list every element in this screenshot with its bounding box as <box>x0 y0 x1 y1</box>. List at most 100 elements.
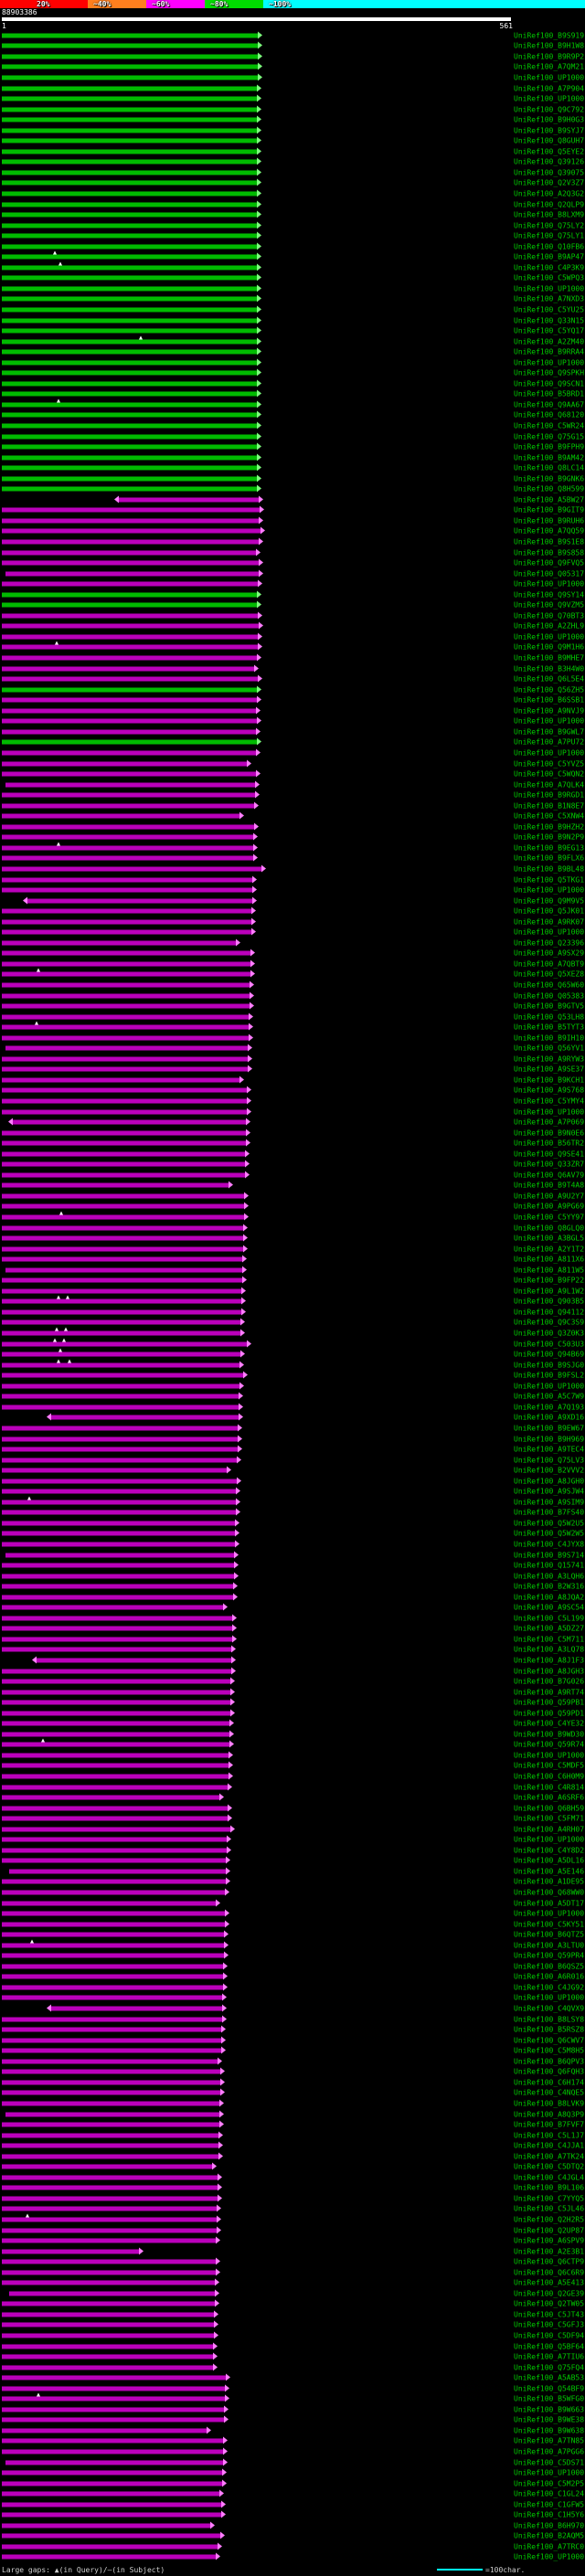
alignment-hit-bar[interactable] <box>2 2278 219 2286</box>
alignment-hit-bar[interactable] <box>2 579 262 588</box>
alignment-hit-bar[interactable] <box>2 463 261 472</box>
alignment-hit-bar[interactable] <box>2 1561 239 1569</box>
alignment-hit-bar[interactable] <box>114 495 263 504</box>
alignment-hit-bar[interactable] <box>2 1338 251 1348</box>
alignment-hit-bar[interactable] <box>2 2268 220 2276</box>
alignment-hit-bar[interactable] <box>2 474 261 482</box>
alignment-hit-bar[interactable] <box>2 1403 243 1411</box>
alignment-hit-bar[interactable] <box>47 2004 227 2012</box>
alignment-hit-bar[interactable] <box>2 1508 240 1516</box>
alignment-hit-bar[interactable] <box>2 84 261 91</box>
alignment-hit-bar[interactable] <box>2 261 261 271</box>
alignment-hit-bar[interactable] <box>2 2088 225 2096</box>
alignment-hit-bar[interactable] <box>2 1435 242 1442</box>
alignment-hit-bar[interactable] <box>2 1108 251 1116</box>
alignment-hit-bar[interactable] <box>2 917 256 926</box>
alignment-hit-bar[interactable] <box>2 389 261 398</box>
alignment-hit-bar[interactable] <box>2 316 261 324</box>
alignment-hit-bar[interactable] <box>5 1044 252 1052</box>
alignment-hit-bar[interactable] <box>2 1255 247 1263</box>
alignment-hit-bar[interactable] <box>2 1487 240 1495</box>
alignment-hit-bar[interactable] <box>2 885 257 894</box>
alignment-hit-bar[interactable] <box>2 2078 225 2086</box>
alignment-hit-bar[interactable] <box>2 737 261 746</box>
alignment-hit-bar[interactable] <box>2 1086 251 1094</box>
alignment-hit-bar[interactable] <box>2 1614 237 1622</box>
alignment-hit-bar[interactable] <box>2 1224 248 1232</box>
alignment-hit-bar[interactable] <box>2 210 261 218</box>
alignment-hit-bar[interactable] <box>2 105 261 113</box>
alignment-hit-bar[interactable] <box>2 1371 248 1379</box>
alignment-hit-bar[interactable] <box>2 590 261 599</box>
alignment-hit-bar[interactable] <box>2 1677 235 1685</box>
alignment-hit-bar[interactable] <box>2 716 261 725</box>
alignment-hit-bar[interactable] <box>2 157 261 165</box>
alignment-hit-bar[interactable] <box>2 1021 253 1031</box>
alignment-hit-bar[interactable] <box>9 1867 230 1875</box>
alignment-hit-bar[interactable] <box>2 1529 239 1537</box>
alignment-hit-bar[interactable] <box>2 2320 218 2328</box>
alignment-hit-bar[interactable] <box>2 1593 238 1601</box>
alignment-hit-bar[interactable] <box>2 1877 230 1885</box>
alignment-hit-bar[interactable] <box>2 1939 229 1949</box>
alignment-hit-bar[interactable] <box>5 2458 228 2466</box>
alignment-hit-bar[interactable] <box>2 231 261 239</box>
alignment-hit-bar[interactable] <box>2 621 263 630</box>
alignment-hit-bar[interactable] <box>2 2194 222 2202</box>
alignment-hit-bar[interactable] <box>2 1688 235 1696</box>
alignment-hit-bar[interactable] <box>5 1551 239 1559</box>
alignment-hit-bar[interactable] <box>2 1951 229 1959</box>
alignment-hit-bar[interactable] <box>2 1308 246 1316</box>
alignment-hit-bar[interactable] <box>2 2183 222 2191</box>
alignment-hit-bar[interactable] <box>2 305 261 313</box>
alignment-hit-bar[interactable] <box>2 284 261 292</box>
alignment-hit-bar[interactable] <box>2 991 254 1000</box>
alignment-hit-bar[interactable] <box>5 2110 224 2117</box>
alignment-hit-bar[interactable] <box>2 168 261 176</box>
alignment-hit-bar[interactable] <box>2 769 261 778</box>
alignment-hit-bar[interactable] <box>5 569 263 578</box>
alignment-hit-bar[interactable] <box>2 2173 222 2181</box>
alignment-hit-bar[interactable] <box>2 548 261 557</box>
alignment-hit-bar[interactable] <box>2 2152 223 2160</box>
alignment-hit-bar[interactable] <box>2 1276 247 1284</box>
alignment-hit-bar[interactable] <box>2 1181 233 1189</box>
alignment-hit-bar[interactable] <box>2 453 261 461</box>
alignment-hit-bar[interactable] <box>2 2099 224 2107</box>
alignment-hit-bar[interactable] <box>2 326 261 334</box>
alignment-hit-bar[interactable] <box>2 2373 230 2381</box>
alignment-hit-bar[interactable] <box>2 1698 235 1706</box>
alignment-hit-bar[interactable] <box>2 1856 230 1864</box>
alignment-hit-bar[interactable] <box>2 2057 222 2065</box>
alignment-hit-bar[interactable] <box>2 832 258 841</box>
alignment-hit-bar[interactable] <box>2 1972 228 1980</box>
alignment-hit-bar[interactable] <box>2 1348 245 1358</box>
alignment-hit-bar[interactable] <box>2 822 259 831</box>
alignment-hit-bar[interactable] <box>2 906 256 915</box>
alignment-hit-bar[interactable] <box>2 1245 248 1253</box>
alignment-hit-bar[interactable] <box>2 189 261 197</box>
alignment-hit-bar[interactable] <box>2 959 255 968</box>
alignment-hit-bar[interactable] <box>2 1983 228 1991</box>
alignment-hit-bar[interactable] <box>2 1540 239 1548</box>
alignment-hit-bar[interactable] <box>2 379 261 387</box>
alignment-hit-bar[interactable] <box>2 2015 227 2023</box>
alignment-hit-bar[interactable] <box>2 136 261 144</box>
alignment-hit-bar[interactable] <box>2 981 254 989</box>
alignment-hit-bar[interactable] <box>2 2236 220 2244</box>
alignment-hit-bar[interactable] <box>2 1129 250 1137</box>
alignment-hit-bar[interactable] <box>2 748 261 757</box>
alignment-hit-bar[interactable] <box>2 1327 245 1337</box>
alignment-hit-bar[interactable] <box>2 2025 226 2033</box>
alignment-hit-bar[interactable] <box>2 1772 233 1780</box>
alignment-hit-bar[interactable] <box>2 52 262 60</box>
alignment-hit-bar[interactable] <box>2 178 261 186</box>
alignment-hit-bar[interactable] <box>2 1730 234 1738</box>
alignment-hit-bar[interactable] <box>2 1709 235 1717</box>
alignment-hit-bar[interactable] <box>2 250 261 260</box>
alignment-hit-bar[interactable] <box>2 949 255 957</box>
alignment-hit-bar[interactable] <box>2 1814 232 1822</box>
alignment-hit-bar[interactable] <box>2 2120 224 2128</box>
alignment-hit-bar[interactable] <box>2 2479 227 2487</box>
alignment-hit-bar[interactable] <box>2 94 261 102</box>
